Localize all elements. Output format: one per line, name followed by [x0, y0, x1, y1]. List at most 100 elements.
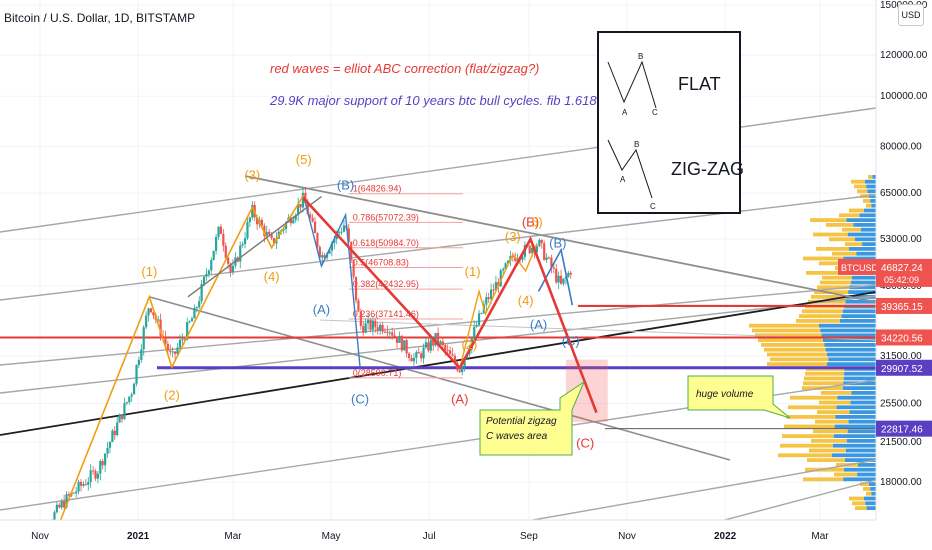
candle-body: [357, 300, 360, 312]
volume-bar-blue: [849, 247, 876, 251]
candle-body: [383, 331, 387, 333]
volume-bar-orange: [829, 237, 855, 242]
candle-body: [403, 340, 406, 351]
candle-body: [371, 320, 375, 330]
candle-body: [417, 352, 420, 354]
price-badge-value: 46827.24: [881, 263, 923, 274]
candle-body: [432, 339, 435, 345]
volume-bar-blue: [864, 179, 876, 184]
candle-body: [301, 192, 305, 208]
candle-body: [407, 353, 411, 358]
candle-body: [376, 327, 379, 331]
candle-body: [543, 243, 546, 260]
x-tick-label: Mar: [224, 531, 242, 542]
candle-body: [427, 342, 430, 351]
candle-body: [366, 319, 370, 324]
candle-body: [521, 256, 524, 260]
candle-body: [514, 257, 517, 261]
candle-body: [540, 239, 543, 244]
volume-bar-blue: [826, 362, 876, 366]
candle-body: [400, 335, 403, 351]
volume-bar-blue: [847, 429, 876, 434]
volume-bar-blue: [865, 501, 876, 506]
candle-body: [241, 244, 244, 246]
volume-bar-blue: [837, 395, 876, 400]
candle-body: [552, 267, 555, 269]
volume-bar-blue: [846, 295, 876, 299]
candle-body: [53, 512, 56, 522]
price-badge: [876, 258, 932, 287]
candle-body: [504, 263, 507, 269]
volume-bar-orange: [803, 477, 844, 482]
candle-body: [412, 357, 416, 362]
volume-bar-orange: [845, 242, 863, 246]
orange-impulse-wave-path: [50, 194, 305, 544]
volume-bar-blue: [844, 458, 876, 462]
candle-body: [106, 447, 109, 454]
volume-bar-blue: [857, 472, 876, 477]
candle-body: [157, 319, 160, 321]
currency-button[interactable]: USD: [898, 4, 924, 26]
volume-bar-blue: [866, 506, 876, 510]
candle-body: [246, 222, 249, 239]
candle-body: [323, 255, 326, 258]
candle-body: [164, 337, 167, 344]
candle-body: [446, 349, 449, 351]
x-tick-label: Nov: [618, 531, 636, 542]
volume-bar-blue: [863, 208, 876, 213]
candle-body: [178, 339, 182, 348]
candle-body: [198, 301, 201, 308]
volume-bar-blue: [868, 482, 876, 486]
x-tick-label: May: [322, 531, 341, 542]
candle-body: [528, 245, 531, 254]
volume-profile: [749, 175, 876, 510]
candle-body: [67, 494, 71, 496]
volume-bar-orange: [804, 376, 844, 381]
candle-body: [299, 203, 302, 208]
candle-body: [449, 350, 452, 355]
candle-body: [545, 257, 548, 260]
channel-lines: [0, 107, 877, 546]
candle-body: [224, 245, 227, 258]
wave-label: (A): [530, 317, 547, 332]
volume-bar-orange: [761, 343, 825, 347]
volume-bar-orange: [820, 280, 851, 285]
volume-bar-orange: [778, 453, 832, 458]
candle-body: [379, 324, 382, 331]
price-badge-value: 39365.15: [881, 302, 923, 313]
fib-label: 0.786(57072.39): [353, 212, 419, 222]
chart-title: Bitcoin / U.S. Dollar, 1D, BITSTAMP: [4, 11, 196, 25]
volume-bar-orange: [855, 506, 867, 510]
volume-bar-orange: [852, 501, 866, 506]
candle-body: [173, 351, 177, 354]
volume-bar-blue: [836, 405, 876, 410]
candle-body: [458, 370, 461, 373]
price-badge-value: 29907.52: [881, 364, 923, 375]
x-tick-label: Nov: [31, 531, 49, 542]
volume-bar-orange: [786, 415, 836, 419]
candle-body: [58, 504, 61, 508]
candle-body: [248, 217, 251, 223]
candle-body: [485, 297, 488, 305]
candle-body: [169, 350, 172, 352]
volume-bar-orange: [821, 391, 852, 395]
candle-body: [297, 203, 300, 216]
volume-bar-blue: [833, 434, 876, 438]
volume-bar-blue: [843, 256, 876, 261]
candle-body: [195, 307, 198, 309]
downtrend-line: [244, 175, 877, 303]
zigzag-point-b: B: [634, 140, 639, 149]
wave-label: (B): [522, 215, 539, 230]
candle-body: [217, 226, 220, 238]
price-badge: [876, 329, 932, 346]
volume-bar-orange: [782, 434, 834, 438]
countdown-label: 05:42:09: [884, 275, 919, 285]
candle-body: [94, 471, 97, 479]
candle-body: [393, 335, 396, 337]
wave-label: (3): [244, 168, 260, 183]
candle-body: [306, 202, 309, 215]
candle-body: [564, 276, 567, 279]
candle-body: [149, 308, 153, 313]
